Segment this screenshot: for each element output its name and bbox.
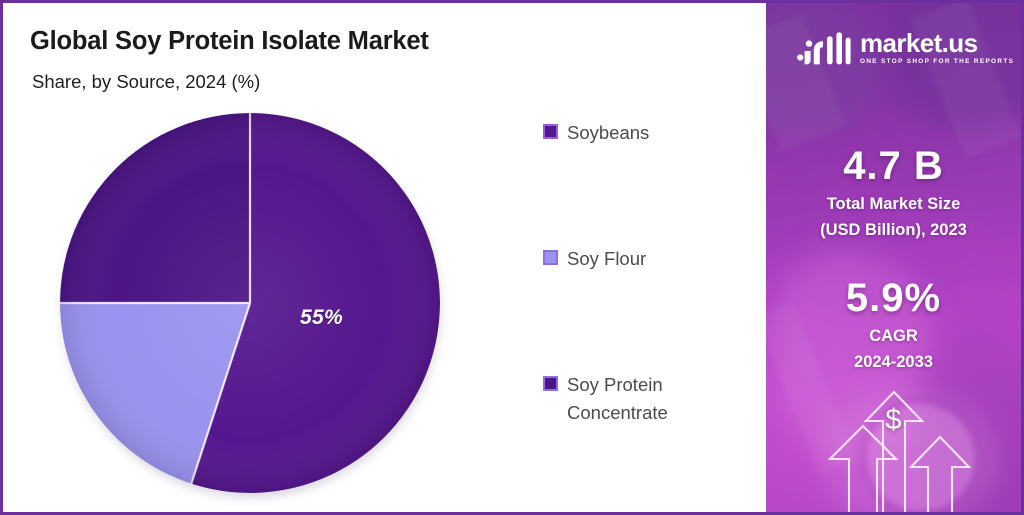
logo-tagline: ONE STOP SHOP FOR THE REPORTS	[860, 58, 1015, 65]
logo-text: market.us ONE STOP SHOP FOR THE REPORTS	[860, 28, 1015, 65]
logo-wordmark: market.us	[860, 28, 978, 58]
pie-slices	[60, 113, 440, 493]
brand-panel: market.us ONE STOP SHOP FOR THE REPORTS …	[766, 3, 1021, 512]
three-up-arrows-icon	[827, 390, 972, 512]
background-texture-blob	[826, 393, 996, 512]
stat-value: 5.9%	[845, 276, 942, 320]
stat-cagr: 5.9% CAGR 2024-2033	[766, 275, 1021, 373]
stat-caption-line-2: 2024-2033	[854, 353, 933, 371]
background-texture-blob	[776, 253, 936, 453]
legend-item-label: Soy Protein Concentrate	[567, 374, 668, 423]
panel-divider	[761, 3, 766, 512]
dollar-sign-icon: $	[885, 404, 902, 436]
growth-graphic	[766, 385, 1021, 512]
pie-chart: 55%	[57, 110, 443, 497]
legend-item-label: Soybeans	[567, 122, 650, 143]
pie-svg	[60, 113, 440, 493]
chart-subtitle: Share, by Source, 2024 (%)	[32, 71, 261, 92]
legend-item-soy-flour[interactable]: Soy Flour	[543, 245, 646, 273]
stat-value: 4.7 B	[843, 144, 944, 188]
background-texture-blob	[916, 333, 1021, 512]
square-swatch-icon	[543, 124, 558, 139]
market-us-logo-mark-icon	[797, 31, 851, 64]
stat-caption-line-1: Total Market Size	[826, 195, 961, 213]
page-title: Global Soy Protein Isolate Market	[30, 27, 429, 55]
legend-item-soy-protein-concentrate[interactable]: Soy Protein Concentrate	[543, 371, 727, 427]
pie-data-label-soybeans: 55%	[300, 306, 343, 329]
background-texture-blob	[766, 3, 886, 133]
legend-item-soybeans[interactable]: Soybeans	[543, 119, 649, 147]
background-texture-blob	[886, 3, 1021, 128]
stat-caption-line-2: (USD Billion), 2023	[820, 221, 967, 239]
legend-item-label: Soy Flour	[567, 248, 647, 269]
square-swatch-icon	[543, 250, 558, 265]
background-ring-glow	[858, 395, 984, 512]
square-swatch-icon	[543, 376, 558, 391]
stat-caption-line-1: CAGR	[869, 327, 918, 345]
chart-panel: Global Soy Protein Isolate Market Share,…	[3, 3, 761, 512]
stat-total-market-size: 4.7 B Total Market Size (USD Billion), 2…	[766, 143, 1021, 241]
pie-sheen-overlay	[60, 113, 440, 493]
brand-logo[interactable]: market.us ONE STOP SHOP FOR THE REPORTS	[797, 28, 1015, 65]
